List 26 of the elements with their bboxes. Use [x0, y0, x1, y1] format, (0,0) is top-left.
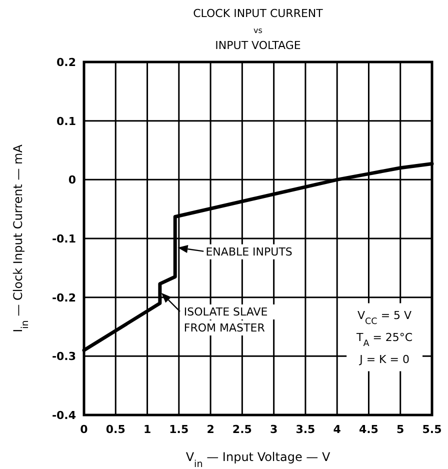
chart-title: CLOCK INPUT CURRENT vs INPUT VOLTAGE [193, 7, 324, 52]
y-tick-label: -0.4 [52, 409, 76, 422]
y-tick-label: 0.2 [56, 56, 76, 69]
annotation: T$_{A}$ = 25°C [355, 331, 413, 350]
y-tick-label: -0.3 [52, 350, 76, 364]
x-tick-label: 0.5 [106, 423, 126, 436]
x-tick-label: 5.5 [422, 423, 442, 436]
y-tick-label: 0.1 [56, 114, 76, 128]
x-tick-label: 4 [333, 423, 342, 436]
y-tick-label: -0.1 [52, 232, 76, 246]
x-tick-label: 2 [206, 423, 214, 436]
annotation: V$_{CC}$ = 5 V [358, 309, 412, 328]
annotation: J = K = 0 [358, 353, 410, 366]
x-axis-title: V$_{in}$ — Input Voltage — V [186, 450, 331, 469]
x-tick-label: 0 [80, 423, 88, 436]
x-tick-label: 3.5 [296, 423, 316, 436]
x-tick-label: 2.5 [232, 423, 252, 436]
annotation: ISOLATE SLAVE FROM MASTER [184, 305, 268, 334]
x-tick-label: 1.5 [169, 423, 189, 436]
y-tick-label: 0 [68, 174, 76, 187]
y-tick-label: -0.2 [52, 291, 76, 304]
annotation: ENABLE INPUTS [206, 245, 292, 258]
x-tick-label: 1 [143, 423, 152, 436]
x-tick-label: 4.5 [358, 423, 378, 436]
x-tick-label: 3 [270, 423, 278, 436]
x-tick-label: 5 [396, 423, 404, 436]
